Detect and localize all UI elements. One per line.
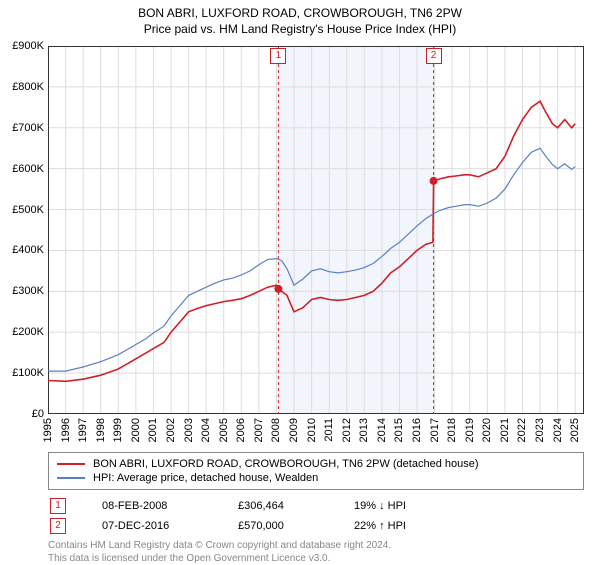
sale-delta: 19% ↓ HPI <box>354 500 454 512</box>
x-axis-tick: 2024 <box>552 418 564 442</box>
sale-marker-flag: 2 <box>426 48 442 64</box>
x-axis-tick: 1997 <box>77 418 89 442</box>
y-axis-tick: £600K <box>0 163 44 175</box>
y-axis-tick: £900K <box>0 40 44 52</box>
x-axis-tick: 1999 <box>112 418 124 442</box>
x-axis-tick: 2015 <box>393 418 405 442</box>
sale-marker-icon: 1 <box>50 498 66 514</box>
x-axis-tick: 1995 <box>42 418 54 442</box>
x-axis-tick: 2013 <box>358 418 370 442</box>
x-axis-tick: 2007 <box>253 418 265 442</box>
x-axis-tick: 2018 <box>446 418 458 442</box>
sale-price: £570,000 <box>238 520 318 532</box>
x-axis-tick: 1998 <box>95 418 107 442</box>
footer-text: Contains HM Land Registry data © Crown c… <box>48 536 584 565</box>
chart-svg <box>48 46 584 414</box>
y-axis-tick: £400K <box>0 244 44 256</box>
x-axis-tick: 2025 <box>569 418 581 442</box>
sales-table: 1 08-FEB-2008 £306,464 19% ↓ HPI 2 07-DEC-201… <box>48 496 584 536</box>
footer-line-2: This data is licensed under the Open Gov… <box>48 553 584 565</box>
chart-subtitle: Price paid vs. HM Land Registry's House … <box>0 22 600 38</box>
footer-line-1: Contains HM Land Registry data © Crown c… <box>48 540 584 553</box>
x-axis-tick: 2000 <box>130 418 142 442</box>
y-axis-tick: £500K <box>0 204 44 216</box>
x-axis-tick: 2001 <box>147 418 159 442</box>
x-axis-tick: 2005 <box>218 418 230 442</box>
x-axis-tick: 2016 <box>411 418 423 442</box>
x-axis-tick: 2022 <box>516 418 528 442</box>
chart-title: BON ABRI, LUXFORD ROAD, CROWBOROUGH, TN6… <box>0 0 600 22</box>
x-axis-tick: 2011 <box>323 418 335 442</box>
sale-price: £306,464 <box>238 500 318 512</box>
y-axis-tick: £100K <box>0 367 44 379</box>
sale-delta: 22% ↑ HPI <box>354 520 454 532</box>
x-axis-tick: 2008 <box>270 418 282 442</box>
x-axis-tick: 2010 <box>306 418 318 442</box>
x-axis-tick: 1996 <box>60 418 72 442</box>
legend-label: BON ABRI, LUXFORD ROAD, CROWBOROUGH, TN6… <box>93 458 479 470</box>
x-axis-tick: 2021 <box>499 418 511 442</box>
x-axis-tick: 2020 <box>481 418 493 442</box>
y-axis-tick: £800K <box>0 81 44 93</box>
plot-area: £0£100K£200K£300K£400K£500K£600K£700K£80… <box>48 46 584 414</box>
sale-row: 1 08-FEB-2008 £306,464 19% ↓ HPI <box>48 496 584 516</box>
sale-date: 07-DEC-2016 <box>102 520 202 532</box>
legend-row: BON ABRI, LUXFORD ROAD, CROWBOROUGH, TN6… <box>57 457 575 471</box>
x-axis-tick: 2012 <box>341 418 353 442</box>
legend-swatch <box>57 477 85 479</box>
sale-marker-flag: 1 <box>270 48 286 64</box>
legend-row: HPI: Average price, detached house, Weal… <box>57 471 575 485</box>
legend-table: BON ABRI, LUXFORD ROAD, CROWBOROUGH, TN6… <box>48 452 584 565</box>
x-axis-tick: 2014 <box>376 418 388 442</box>
y-axis-tick: £0 <box>0 408 44 420</box>
x-axis-tick: 2019 <box>464 418 476 442</box>
x-axis-tick: 2009 <box>288 418 300 442</box>
legend-swatch <box>57 463 85 465</box>
y-axis-tick: £200K <box>0 326 44 338</box>
sale-date: 08-FEB-2008 <box>102 500 202 512</box>
y-axis-tick: £300K <box>0 285 44 297</box>
x-axis-tick: 2004 <box>200 418 212 442</box>
sale-row: 2 07-DEC-2016 £570,000 22% ↑ HPI <box>48 516 584 536</box>
x-axis-tick: 2017 <box>429 418 441 442</box>
legend-label: HPI: Average price, detached house, Weal… <box>93 472 318 484</box>
x-axis-tick: 2003 <box>183 418 195 442</box>
x-axis-tick: 2006 <box>235 418 247 442</box>
y-axis-tick: £700K <box>0 122 44 134</box>
sale-marker-icon: 2 <box>50 518 66 534</box>
x-axis-tick: 2023 <box>534 418 546 442</box>
x-axis-tick: 2002 <box>165 418 177 442</box>
legend-box: BON ABRI, LUXFORD ROAD, CROWBOROUGH, TN6… <box>48 452 584 490</box>
